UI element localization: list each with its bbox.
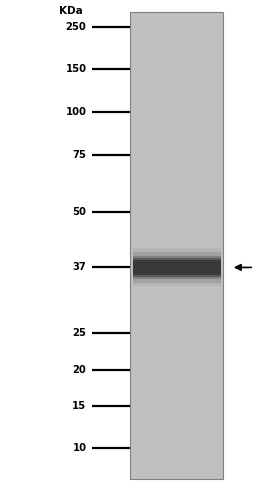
Text: 75: 75 bbox=[72, 150, 86, 160]
Text: 150: 150 bbox=[66, 64, 86, 74]
Text: 37: 37 bbox=[73, 263, 86, 272]
Bar bbox=[130, 12, 223, 479]
Bar bbox=[133, 252, 221, 283]
Bar bbox=[133, 258, 221, 277]
Text: 15: 15 bbox=[72, 401, 86, 411]
Text: 25: 25 bbox=[72, 328, 86, 338]
Bar bbox=[133, 256, 221, 279]
Text: 20: 20 bbox=[73, 365, 86, 375]
Bar bbox=[133, 248, 221, 286]
Text: 250: 250 bbox=[66, 22, 86, 32]
Text: KDa: KDa bbox=[59, 6, 83, 16]
Bar bbox=[133, 260, 221, 275]
Text: 10: 10 bbox=[72, 443, 86, 453]
Bar bbox=[130, 12, 223, 479]
Bar bbox=[133, 262, 221, 273]
Text: 50: 50 bbox=[72, 207, 86, 217]
Text: 100: 100 bbox=[66, 107, 86, 117]
